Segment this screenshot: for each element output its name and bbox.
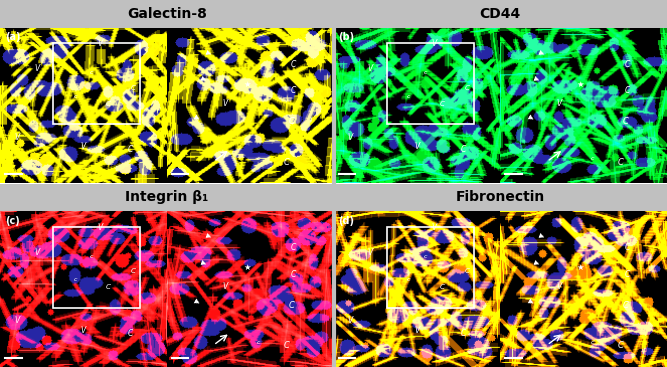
- Text: c: c: [73, 94, 77, 99]
- Text: V: V: [368, 248, 373, 257]
- Text: Galectin-8: Galectin-8: [127, 7, 207, 21]
- Text: C: C: [464, 268, 470, 275]
- Text: C: C: [127, 329, 133, 338]
- Text: V: V: [97, 223, 103, 232]
- Text: V: V: [223, 282, 227, 291]
- Text: ▶: ▶: [200, 76, 207, 83]
- Text: C: C: [291, 243, 296, 252]
- Text: ▶: ▶: [534, 259, 540, 266]
- Text: (c): (c): [5, 216, 20, 226]
- Text: (d): (d): [338, 216, 354, 226]
- Text: C: C: [622, 301, 628, 310]
- Text: ▶: ▶: [193, 298, 201, 306]
- Text: ▶: ▶: [205, 49, 212, 57]
- Text: ▶: ▶: [534, 76, 540, 83]
- Text: ★: ★: [576, 80, 584, 89]
- Text: C: C: [284, 341, 289, 350]
- Text: V: V: [34, 64, 39, 73]
- Text: V: V: [14, 316, 19, 325]
- Text: C: C: [131, 268, 136, 275]
- Text: C: C: [127, 145, 133, 154]
- Text: c: c: [90, 70, 93, 75]
- Text: C: C: [291, 269, 296, 279]
- Text: C: C: [618, 341, 623, 350]
- Text: C: C: [440, 101, 444, 106]
- Text: C: C: [464, 85, 470, 91]
- Bar: [387, 226, 474, 308]
- Text: ▶: ▶: [538, 49, 546, 57]
- Text: C: C: [624, 86, 630, 95]
- Text: C: C: [440, 284, 444, 290]
- Text: ▶: ▶: [200, 259, 207, 266]
- Text: V: V: [431, 39, 436, 48]
- Text: C: C: [618, 158, 623, 167]
- Text: c: c: [90, 254, 93, 259]
- Text: V: V: [81, 326, 86, 335]
- Text: c: c: [590, 156, 594, 161]
- Text: C: C: [622, 117, 628, 126]
- Text: c: c: [257, 339, 260, 345]
- Text: C: C: [624, 269, 630, 279]
- Text: C: C: [106, 101, 111, 106]
- Text: V: V: [368, 64, 373, 73]
- Text: ▶: ▶: [205, 233, 212, 240]
- Text: C: C: [624, 243, 630, 252]
- Text: V: V: [556, 98, 561, 108]
- Text: Fibronectin: Fibronectin: [456, 190, 545, 204]
- Text: V: V: [414, 142, 420, 151]
- Text: C: C: [624, 59, 630, 69]
- Text: c: c: [590, 339, 594, 345]
- Text: V: V: [414, 326, 420, 335]
- Text: C: C: [291, 59, 296, 69]
- Text: V: V: [348, 133, 353, 142]
- Text: ▶: ▶: [538, 233, 546, 240]
- Text: C: C: [284, 158, 289, 167]
- Text: V: V: [431, 223, 436, 232]
- Text: C: C: [289, 117, 295, 126]
- Text: c: c: [407, 277, 410, 282]
- Text: ▶: ▶: [193, 114, 201, 122]
- Text: V: V: [348, 316, 353, 325]
- Text: Integrin β₁: Integrin β₁: [125, 190, 208, 204]
- Text: c: c: [424, 70, 427, 75]
- Text: V: V: [556, 282, 561, 291]
- Text: c: c: [73, 277, 77, 282]
- Text: V: V: [81, 142, 86, 151]
- Text: C: C: [289, 301, 295, 310]
- Text: ▶: ▶: [526, 114, 534, 122]
- Text: c: c: [407, 94, 410, 99]
- Text: C: C: [291, 86, 296, 95]
- Text: V: V: [34, 248, 39, 257]
- Text: C: C: [131, 85, 136, 91]
- Text: ★: ★: [243, 80, 251, 89]
- Text: C: C: [461, 145, 466, 154]
- Text: V: V: [14, 133, 19, 142]
- Text: (b): (b): [338, 32, 355, 42]
- Text: V: V: [97, 39, 103, 48]
- Bar: [53, 43, 140, 124]
- Text: c: c: [424, 254, 427, 259]
- Bar: [53, 226, 140, 308]
- Text: (a): (a): [5, 32, 21, 42]
- Text: ▶: ▶: [526, 298, 534, 306]
- Text: C: C: [461, 329, 466, 338]
- Text: c: c: [257, 156, 260, 161]
- Text: CD44: CD44: [480, 7, 521, 21]
- Bar: [387, 43, 474, 124]
- Text: V: V: [223, 98, 227, 108]
- Text: ★: ★: [576, 263, 584, 272]
- Text: ★: ★: [243, 263, 251, 272]
- Text: C: C: [106, 284, 111, 290]
